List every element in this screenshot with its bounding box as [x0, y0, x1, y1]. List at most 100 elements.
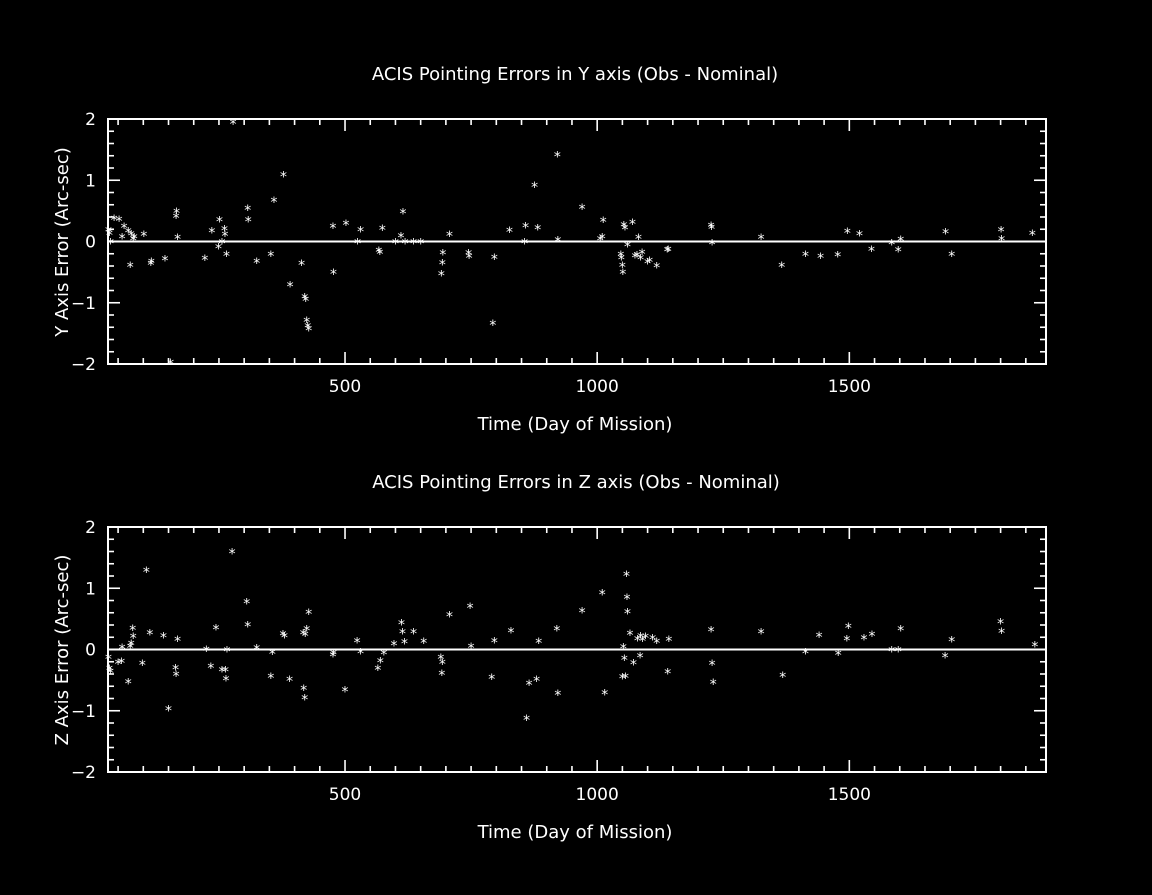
data-point: *: [129, 233, 137, 249]
data-point: *: [222, 673, 230, 689]
data-point: *: [126, 260, 134, 276]
data-point: *: [416, 237, 424, 253]
data-point: *: [142, 565, 150, 581]
z-error-panel: ACIS Pointing Errors in Z axis (Obs - No…: [52, 472, 1047, 843]
data-point: *: [709, 677, 717, 693]
data-point: *: [218, 237, 226, 253]
data-point: *: [665, 634, 673, 650]
data-point: *: [553, 624, 561, 640]
data-point: *: [127, 229, 135, 245]
data-point: *: [490, 252, 498, 268]
data-point: *: [844, 621, 852, 637]
data-point: *: [299, 683, 307, 699]
x-tick-label: 1000: [576, 377, 619, 397]
data-point: *: [534, 636, 542, 652]
data-point: *: [464, 248, 472, 264]
data-point: *: [376, 247, 384, 263]
data-point: *: [533, 222, 541, 238]
data-point: *: [652, 260, 660, 276]
data-point: *: [228, 547, 236, 563]
y-tick-label: −1: [71, 294, 96, 314]
data-point: *: [380, 648, 388, 664]
data-point: *: [834, 249, 842, 265]
data-point: *: [466, 601, 474, 617]
data-point: *: [208, 225, 216, 241]
data-point: *: [664, 667, 672, 683]
data-point: *: [437, 268, 445, 284]
data-point: *: [757, 232, 765, 248]
data-point: *: [127, 638, 135, 654]
data-point: *: [617, 249, 625, 265]
data-point: *: [801, 646, 809, 662]
data-point: *: [128, 623, 136, 639]
data-point: *: [172, 211, 180, 227]
data-point: *: [105, 663, 113, 679]
data-point: *: [243, 619, 251, 635]
data-point: *: [628, 217, 636, 233]
data-point: *: [617, 252, 625, 268]
data-point: *: [997, 224, 1005, 240]
data-point: *: [220, 224, 228, 240]
data-point: *: [623, 607, 631, 623]
data-point: *: [342, 218, 350, 234]
data-point: *: [598, 588, 606, 604]
data-point: *: [375, 245, 383, 261]
data-point: *: [897, 624, 905, 640]
y-tick-label: 0: [85, 641, 96, 661]
data-point: *: [629, 657, 637, 673]
data-point: *: [244, 214, 252, 230]
y-tick-label: 1: [85, 171, 96, 191]
data-point: *: [664, 244, 672, 260]
data-point: *: [779, 670, 787, 686]
x-tick-label: 1500: [828, 377, 871, 397]
data-point: *: [623, 592, 631, 608]
data-point: *: [397, 618, 405, 634]
data-point: *: [166, 357, 174, 373]
data-point: *: [286, 279, 294, 295]
data-point: *: [399, 206, 407, 222]
data-point: *: [173, 634, 181, 650]
data-point: *: [663, 244, 671, 260]
data-point: *: [401, 237, 409, 253]
data-point: *: [636, 630, 644, 646]
x-axis-label: Time (Day of Mission): [477, 822, 673, 843]
data-point: *: [409, 237, 417, 253]
data-point: *: [301, 629, 309, 645]
data-point: *: [641, 631, 649, 647]
data-point: *: [221, 229, 229, 245]
data-point: *: [161, 254, 169, 270]
data-point: *: [329, 648, 337, 664]
data-point: *: [300, 292, 308, 308]
data-point: *: [391, 237, 399, 253]
data-point: *: [118, 232, 126, 248]
data-point: *: [708, 658, 716, 674]
data-point: *: [894, 645, 902, 661]
data-point: *: [1028, 228, 1036, 244]
data-point: *: [643, 257, 651, 273]
data-point: *: [941, 227, 949, 243]
data-point: *: [445, 610, 453, 626]
data-point: *: [243, 203, 251, 219]
data-point: *: [207, 661, 215, 677]
x-tick-label: 1500: [828, 785, 871, 805]
data-point: *: [304, 323, 312, 339]
data-point: *: [843, 633, 851, 649]
data-point: *: [897, 234, 905, 250]
data-point: *: [648, 632, 656, 648]
data-point: *: [105, 228, 113, 244]
data-point: *: [301, 294, 309, 310]
data-point: *: [521, 221, 529, 237]
data-point: *: [106, 666, 114, 682]
data-point: *: [801, 249, 809, 265]
data-point: *: [356, 646, 364, 662]
data-point: *: [489, 318, 497, 334]
data-point: *: [623, 240, 631, 256]
data-point: *: [439, 248, 447, 264]
x-tick-label: 1000: [576, 785, 619, 805]
data-point: *: [390, 638, 398, 654]
data-point: *: [398, 627, 406, 643]
data-point: *: [997, 626, 1005, 642]
